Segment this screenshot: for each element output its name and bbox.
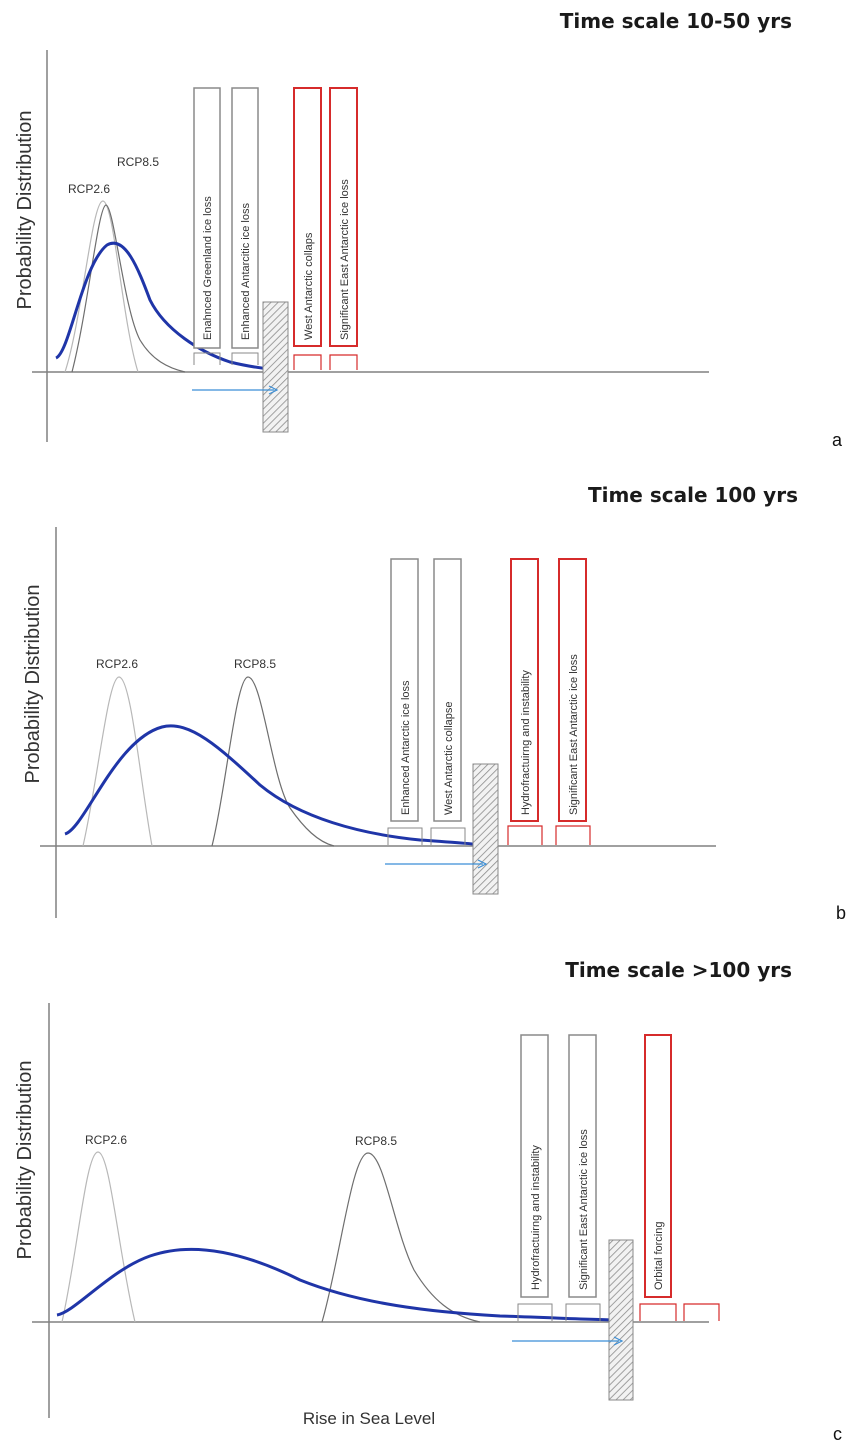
box-hydrofracturing	[520, 1034, 549, 1298]
rcp85-curve	[321, 1152, 481, 1323]
arrow-head-icon	[613, 1336, 624, 1346]
y-axis-label: Probability Distribution	[14, 111, 36, 310]
box-greenland-ice-loss	[193, 87, 221, 349]
box-bracket	[565, 1303, 601, 1321]
arrow-head-icon	[477, 859, 488, 869]
rcp26-curve	[64, 200, 139, 373]
arrow-head-icon	[268, 385, 279, 395]
box-bracket	[193, 352, 221, 365]
rcp26-curve	[61, 1151, 136, 1323]
box-bracket	[517, 1303, 553, 1321]
box-bracket	[430, 827, 466, 845]
rcp85-label: RCP8.5	[355, 1134, 397, 1148]
rcp26-label: RCP2.6	[85, 1133, 127, 1147]
hatched-threshold-bar	[608, 1239, 634, 1401]
hatched-threshold-bar	[262, 301, 289, 433]
box-label: Significant East Antarctic ice loss	[339, 179, 351, 340]
box-bracket	[231, 352, 259, 365]
panel-title: Time scale 10-50 yrs	[560, 9, 792, 33]
box-label: Enhanced Antarcitic ice loss	[240, 203, 252, 340]
box-label: Orbital forcing	[653, 1222, 665, 1290]
box-antarctic-ice-loss	[390, 558, 419, 822]
box-hydrofracturing	[510, 558, 539, 822]
rcp85-curve	[211, 676, 335, 847]
y-axis-label: Probability Distribution	[14, 1061, 36, 1260]
box-east-antarctic-ice-loss	[558, 558, 587, 822]
box-bracket	[329, 354, 358, 370]
main-probability-curve	[64, 724, 488, 847]
main-probability-curve	[55, 241, 279, 372]
box-bracket	[639, 1303, 677, 1321]
box-bracket-empty	[683, 1303, 720, 1321]
box-bracket	[507, 825, 543, 845]
rcp26-label: RCP2.6	[96, 657, 138, 671]
box-orbital-forcing	[644, 1034, 672, 1298]
rcp26-label: RCP2.6	[68, 182, 110, 196]
rcp26-curve	[82, 676, 153, 847]
main-probability-curve	[56, 1247, 623, 1322]
y-axis-label: Probability Distribution	[22, 585, 44, 784]
box-label: Enahnced Greenland ice loss	[202, 196, 214, 340]
box-label: Enhanced Antarctic ice loss	[400, 680, 412, 815]
box-bracket	[387, 827, 423, 845]
hatched-threshold-bar	[472, 763, 499, 895]
box-west-antarctic-collapse	[433, 558, 462, 822]
box-east-antarctic-ice-loss	[329, 87, 358, 347]
box-west-antarctic-collapse	[293, 87, 322, 347]
panel-title: Time scale >100 yrs	[565, 958, 792, 982]
rcp85-label: RCP8.5	[234, 657, 276, 671]
box-label: West Antarctic collapse	[443, 701, 455, 815]
panel-b: Time scale 100 yrs Probability Distribut…	[22, 483, 846, 923]
box-label: Hydrofractuirng and instability	[530, 1145, 542, 1290]
rcp85-curve	[71, 204, 186, 373]
rcp85-label: RCP8.5	[117, 155, 159, 169]
box-bracket	[293, 354, 322, 370]
box-bracket	[555, 825, 591, 845]
box-label: West Antarctic collaps	[303, 232, 315, 340]
box-label: Hydrofractuirng and instability	[520, 670, 532, 815]
box-antarctic-ice-loss	[231, 87, 259, 349]
panel-letter: b	[836, 903, 846, 923]
box-east-antarctic-ice-loss	[568, 1034, 597, 1298]
box-label: Significant East Antarctic ice loss	[578, 1129, 590, 1290]
panel-letter: a	[832, 430, 843, 450]
panel-letter: c	[833, 1424, 842, 1443]
x-axis-label: Rise in Sea Level	[303, 1409, 435, 1428]
panel-c: Time scale >100 yrs Probability Distribu…	[14, 958, 842, 1443]
panel-a: Time scale 10-50 yrs Probability Distrib…	[14, 9, 843, 450]
panel-title: Time scale 100 yrs	[588, 483, 798, 507]
box-label: Significant East Antarctic ice loss	[568, 654, 580, 815]
